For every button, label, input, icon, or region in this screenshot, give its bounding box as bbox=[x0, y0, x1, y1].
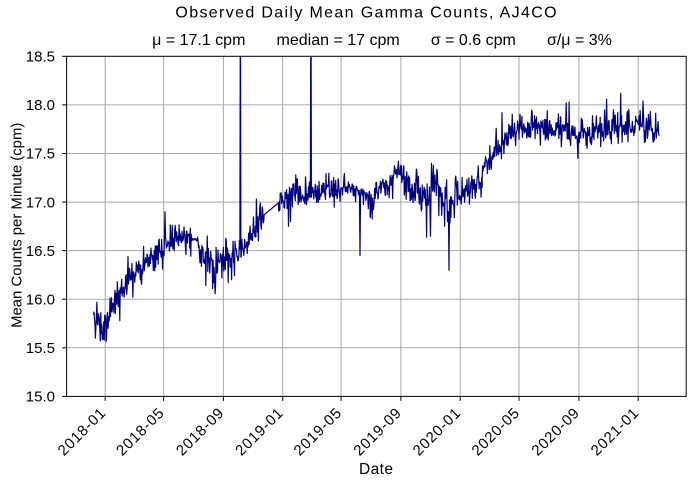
svg-text:Mean Counts per Minute (cpm): Mean Counts per Minute (cpm) bbox=[10, 123, 26, 328]
svg-text:Date: Date bbox=[359, 461, 393, 478]
svg-text:17.5: 17.5 bbox=[26, 146, 55, 163]
svg-text:16.5: 16.5 bbox=[26, 243, 55, 260]
svg-text:16.0: 16.0 bbox=[26, 291, 55, 308]
svg-text:15.5: 15.5 bbox=[26, 340, 55, 357]
svg-text:18.0: 18.0 bbox=[26, 97, 55, 114]
svg-text:18.5: 18.5 bbox=[26, 49, 55, 66]
svg-text:15.0: 15.0 bbox=[26, 389, 55, 406]
svg-text:Observed Daily Mean Gamma Coun: Observed Daily Mean Gamma Counts, AJ4CO bbox=[175, 5, 558, 22]
svg-text:μ = 17.1 cpm median = 17: μ = 17.1 cpm median = 17 cpm σ = 0.6 cpm… bbox=[152, 32, 612, 49]
svg-text:17.0: 17.0 bbox=[26, 194, 55, 211]
